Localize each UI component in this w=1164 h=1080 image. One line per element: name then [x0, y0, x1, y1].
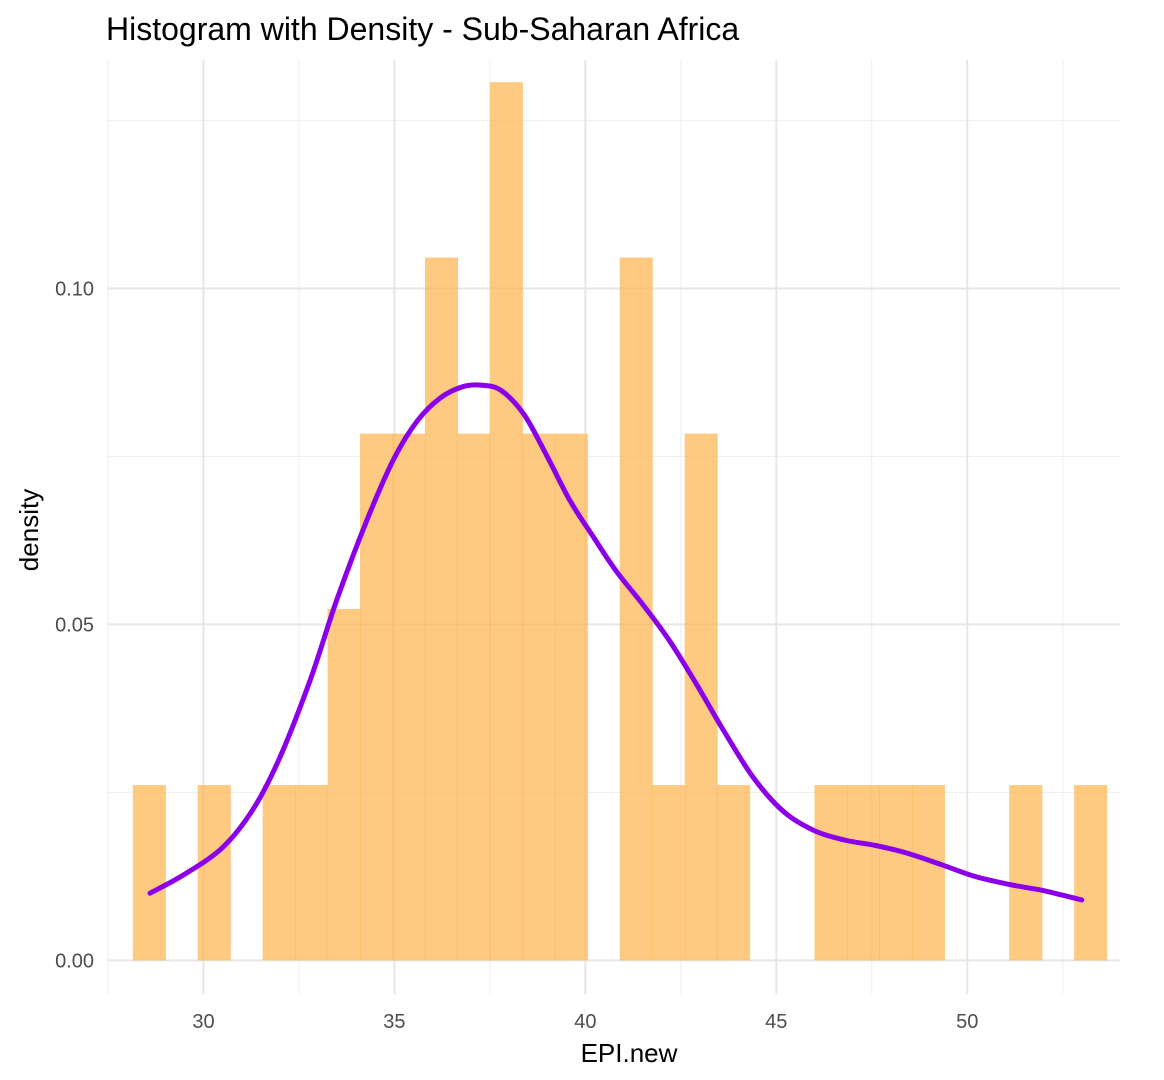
y-tick-label: 0.10: [55, 278, 94, 300]
histogram-bar: [554, 433, 588, 961]
histogram-bar: [846, 785, 881, 961]
density-curve: [147, 382, 1085, 903]
histogram-bar: [489, 82, 523, 961]
histogram-bars: [132, 82, 1108, 961]
chart-title: Histogram with Density - Sub-Saharan Afr…: [106, 11, 739, 47]
histogram-bar: [327, 608, 361, 961]
histogram-bar: [262, 785, 296, 961]
histogram-bar: [879, 785, 913, 961]
histogram-bar: [1009, 785, 1043, 961]
y-axis-ticks: 0.00 0.05 0.10: [55, 278, 94, 972]
x-tick-label: 40: [574, 1011, 596, 1033]
histogram-bar: [911, 785, 945, 961]
y-tick-label: 0.05: [55, 614, 94, 636]
histogram-bar: [197, 785, 231, 961]
histogram-bar: [392, 433, 426, 961]
x-axis-title: EPI.new: [581, 1038, 678, 1068]
y-axis-title: density: [14, 489, 44, 571]
x-axis-ticks: 30 35 40 45 50: [192, 1011, 978, 1033]
histogram-bar: [424, 257, 459, 961]
x-tick-label: 30: [192, 1011, 214, 1033]
x-tick-label: 50: [956, 1011, 978, 1033]
y-tick-label: 0.00: [55, 950, 94, 972]
histogram-bar: [360, 433, 394, 961]
x-tick-label: 45: [765, 1011, 787, 1033]
histogram-bar: [652, 785, 686, 961]
histogram-bar: [1074, 785, 1108, 961]
x-tick-label: 35: [383, 1011, 405, 1033]
histogram-bar: [717, 785, 751, 961]
histogram-bar: [457, 433, 491, 961]
grid-lines: [107, 60, 1120, 994]
histogram-bar: [295, 785, 329, 961]
histogram-bar: [814, 785, 848, 961]
histogram-bar: [132, 785, 166, 961]
histogram-bar: [522, 433, 556, 961]
